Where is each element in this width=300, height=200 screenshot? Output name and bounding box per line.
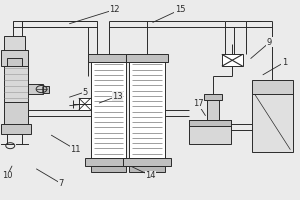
Text: 9: 9 xyxy=(267,38,272,47)
Bar xyxy=(252,80,293,94)
Bar xyxy=(28,84,43,94)
Bar xyxy=(1,50,28,66)
Text: 15: 15 xyxy=(175,5,185,14)
Text: 7: 7 xyxy=(58,179,64,188)
Bar xyxy=(252,92,293,152)
Bar xyxy=(1,124,31,134)
Bar xyxy=(4,102,28,126)
Text: 13: 13 xyxy=(112,92,123,101)
Bar xyxy=(207,100,219,120)
Bar xyxy=(4,66,28,102)
Bar xyxy=(204,94,222,100)
Bar xyxy=(124,158,171,166)
Bar xyxy=(189,120,231,144)
Bar xyxy=(189,120,231,126)
Bar xyxy=(222,54,243,66)
Text: 11: 11 xyxy=(70,145,81,154)
Bar xyxy=(91,60,127,160)
Bar xyxy=(91,166,127,171)
Bar xyxy=(85,158,132,166)
Bar xyxy=(129,166,165,171)
Bar xyxy=(7,58,22,68)
Bar xyxy=(4,36,25,60)
Bar xyxy=(88,54,129,62)
Bar xyxy=(129,60,165,160)
Bar xyxy=(79,98,91,110)
Text: 5: 5 xyxy=(82,88,87,97)
Text: 17: 17 xyxy=(193,99,203,108)
Bar xyxy=(127,54,168,62)
Text: 12: 12 xyxy=(109,5,120,14)
Bar xyxy=(43,86,49,93)
Text: 14: 14 xyxy=(145,171,156,180)
Text: 10: 10 xyxy=(2,171,13,180)
Text: 6: 6 xyxy=(82,99,87,108)
Text: 1: 1 xyxy=(282,58,287,67)
